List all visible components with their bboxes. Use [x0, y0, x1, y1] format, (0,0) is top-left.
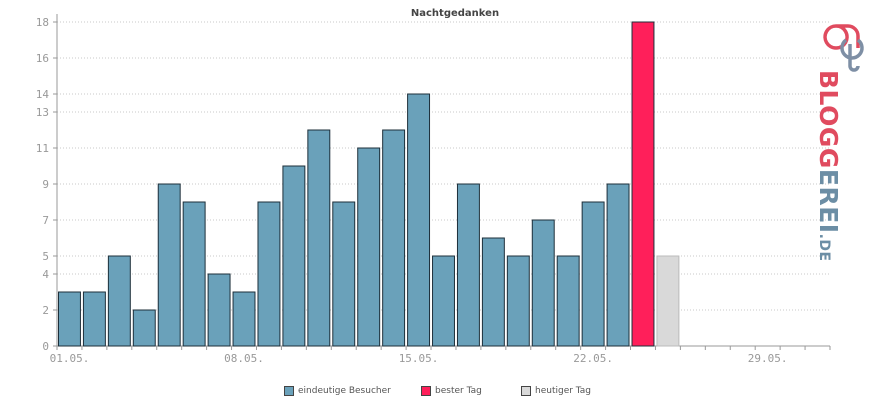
legend-item-visitors: eindeutige Besucher [284, 386, 391, 396]
chart-legend: eindeutige Besucher bester Tag heutiger … [0, 386, 870, 398]
x-tick-label: 01.05. [50, 352, 90, 365]
bar [332, 201, 356, 347]
bar [132, 309, 156, 347]
logo-text-part1: BLOGG [814, 70, 843, 169]
logo-icon [823, 24, 864, 72]
logo-text-tld: .DE [816, 233, 832, 262]
x-tick-label: 29.05. [748, 352, 788, 365]
bar [432, 255, 455, 347]
legend-swatch-best [421, 386, 431, 396]
bar [481, 237, 505, 347]
legend-item-best: bester Tag [421, 386, 482, 396]
bar [182, 201, 206, 347]
bar [257, 201, 281, 347]
bar [232, 291, 256, 347]
y-tick-label: 7 [42, 214, 49, 227]
y-tick-label: 18 [36, 16, 49, 29]
tick-labels: 0 2 4 5 7 9 11 13 14 16 18 01.05. 08.05. 15.05. 22.05.… [36, 16, 788, 365]
legend-swatch-today [521, 386, 531, 396]
bar [407, 93, 431, 347]
legend-item-today: heutiger Tag [521, 386, 591, 396]
bar [58, 291, 81, 347]
legend-label-visitors: eindeutige Besucher [298, 386, 391, 396]
bar [656, 255, 680, 347]
bar [581, 201, 605, 347]
bar [456, 183, 480, 347]
y-tick-label: 11 [36, 142, 49, 155]
logo-text-part2: EREI [814, 168, 843, 234]
y-tick-label: 5 [42, 250, 49, 263]
bars [58, 21, 680, 347]
bar [307, 129, 331, 347]
y-tick-label: 13 [36, 106, 49, 119]
y-tick-label: 2 [42, 304, 49, 317]
legend-swatch-visitors [284, 386, 294, 396]
bar [157, 183, 181, 347]
bar [382, 129, 406, 347]
logo-wordmark: BLOGGEREI.DE [814, 70, 843, 262]
y-tick-label: 14 [36, 88, 50, 101]
legend-label-today: heutiger Tag [535, 386, 592, 396]
bar [606, 183, 630, 347]
x-tick-label: 08.05. [224, 352, 264, 365]
y-tick-label: 4 [42, 268, 49, 281]
bar [282, 165, 306, 347]
bloggerei-logo: BLOGGEREI.DE [800, 18, 870, 262]
bar [506, 255, 530, 347]
y-tick-label: 0 [42, 340, 49, 353]
x-tick-label: 15.05. [399, 352, 439, 365]
chart-title: Nachtgedanken [411, 8, 499, 19]
x-tick-label: 22.05. [573, 352, 613, 365]
bar [357, 147, 381, 347]
bar [207, 273, 231, 347]
bar [631, 21, 655, 347]
bar [531, 219, 555, 347]
bar [556, 255, 580, 347]
y-tick-label: 16 [36, 52, 49, 65]
y-tick-label: 9 [42, 178, 49, 191]
bar [107, 255, 131, 347]
legend-label-best: bester Tag [435, 386, 482, 396]
bar [82, 291, 106, 347]
